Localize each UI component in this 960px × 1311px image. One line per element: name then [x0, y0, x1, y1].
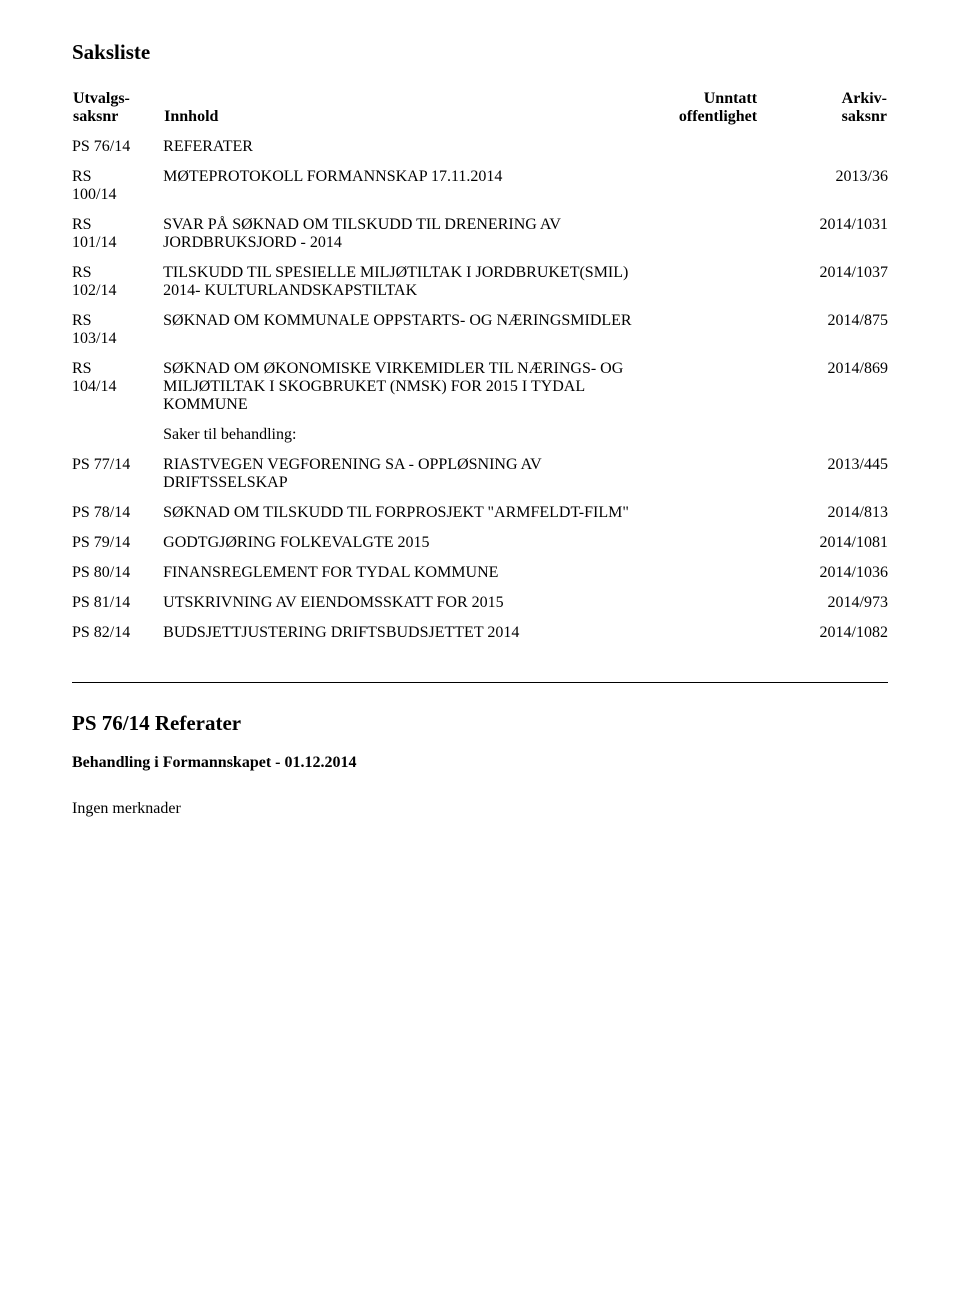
cell-unntatt [637, 618, 777, 648]
cell-unntatt [637, 528, 777, 558]
table-row: PS 76/14REFERATER [72, 132, 888, 162]
table-row: PS 78/14SØKNAD OM TILSKUDD TIL FORPROSJE… [72, 498, 888, 528]
col-header-utvalgssaksnr: Utvalgs- saksnr [72, 89, 163, 132]
cell-saksnr: PS 80/14 [72, 558, 163, 588]
table-row: PS 79/14GODTGJØRING FOLKEVALGTE 2015 2014… [72, 528, 888, 558]
table-row: PS 80/14FINANSREGLEMENT FOR TYDAL KOMMUN… [72, 558, 888, 588]
cell-unntatt [637, 450, 777, 498]
section-divider [72, 682, 888, 683]
cell-innhold: MØTEPROTOKOLL FORMANNSKAP 17.11.2014 [163, 162, 637, 210]
cell-arkiv: 2014/1082 [777, 618, 888, 648]
cell-arkiv: 2013/445 [777, 450, 888, 498]
cell-innhold: SVAR PÅ SØKNAD OM TILSKUDD TIL DRENERING… [163, 210, 637, 258]
cell-saksnr: PS 81/14 [72, 588, 163, 618]
cell-innhold: SØKNAD OM KOMMUNALE OPPSTARTS- OG NÆRING… [163, 306, 637, 354]
cell-unntatt [637, 354, 777, 420]
cell-unntatt [637, 498, 777, 528]
cell-innhold: TILSKUDD TIL SPESIELLE MILJØTILTAK I JOR… [163, 258, 637, 306]
cell-arkiv: 2014/1037 [777, 258, 888, 306]
cell-innhold: SØKNAD OM ØKONOMISKE VIRKEMIDLER TIL NÆR… [163, 354, 637, 420]
saksliste-table: Utvalgs- saksnr Innhold Unntatt offentli… [72, 89, 888, 648]
table-row: PS 77/14RIASTVEGEN VEGFORENING SA - OPPL… [72, 450, 888, 498]
table-body-top: PS 76/14REFERATERRS 100/14MØTEPROTOKOLL … [72, 132, 888, 420]
cell-arkiv [777, 132, 888, 162]
cell-saksnr: RS 103/14 [72, 306, 163, 354]
col-header-unntatt: Unntatt offentlighet [637, 89, 777, 132]
cell-unntatt [637, 306, 777, 354]
cell-arkiv: 2013/36 [777, 162, 888, 210]
table-row: PS 81/14UTSKRIVNING AV EIENDOMSSKATT FOR… [72, 588, 888, 618]
col-header-innhold: Innhold [163, 89, 637, 132]
cell-innhold: GODTGJØRING FOLKEVALGTE 2015 [163, 528, 637, 558]
cell-saksnr: PS 82/14 [72, 618, 163, 648]
cell-unntatt [637, 210, 777, 258]
table-row: RS 100/14MØTEPROTOKOLL FORMANNSKAP 17.11… [72, 162, 888, 210]
cell-saksnr: RS 101/14 [72, 210, 163, 258]
page-title: Saksliste [72, 40, 888, 65]
table-header: Utvalgs- saksnr Innhold Unntatt offentli… [72, 89, 888, 132]
table-row: RS 103/14SØKNAD OM KOMMUNALE OPPSTARTS- … [72, 306, 888, 354]
cell-saksnr: PS 79/14 [72, 528, 163, 558]
cell-arkiv: 2014/1031 [777, 210, 888, 258]
cell-arkiv: 2014/973 [777, 588, 888, 618]
cell-unntatt [637, 588, 777, 618]
cell-arkiv: 2014/1081 [777, 528, 888, 558]
cell-saksnr: RS 100/14 [72, 162, 163, 210]
cell-arkiv: 2014/813 [777, 498, 888, 528]
cell-saksnr: PS 76/14 [72, 132, 163, 162]
cell-innhold: FINANSREGLEMENT FOR TYDAL KOMMUNE [163, 558, 637, 588]
page: Saksliste Utvalgs- saksnr Innhold Unntat… [0, 0, 960, 1311]
table-body-sublabel: Saker til behandling: [72, 420, 888, 450]
cell-unntatt [637, 558, 777, 588]
table-row: RS 104/14SØKNAD OM ØKONOMISKE VIRKEMIDLE… [72, 354, 888, 420]
table-body-bottom: PS 77/14RIASTVEGEN VEGFORENING SA - OPPL… [72, 450, 888, 648]
table-row: PS 82/14BUDSJETTJUSTERING DRIFTSBUDSJETT… [72, 618, 888, 648]
cell-arkiv: 2014/869 [777, 354, 888, 420]
cell-saksnr: RS 104/14 [72, 354, 163, 420]
cell-saksnr: PS 78/14 [72, 498, 163, 528]
cell-innhold: SØKNAD OM TILSKUDD TIL FORPROSJEKT "ARMF… [163, 498, 637, 528]
sub-label: Saker til behandling: [163, 420, 637, 450]
cell-saksnr: PS 77/14 [72, 450, 163, 498]
cell-unntatt [637, 162, 777, 210]
cell-saksnr: RS 102/14 [72, 258, 163, 306]
table-row: RS 101/14SVAR PÅ SØKNAD OM TILSKUDD TIL … [72, 210, 888, 258]
table-row: RS 102/14TILSKUDD TIL SPESIELLE MILJØTIL… [72, 258, 888, 306]
section-body: Ingen merknader [72, 800, 888, 818]
cell-innhold: REFERATER [163, 132, 637, 162]
cell-unntatt [637, 258, 777, 306]
cell-unntatt [637, 132, 777, 162]
cell-arkiv: 2014/1036 [777, 558, 888, 588]
cell-innhold: RIASTVEGEN VEGFORENING SA - OPPLØSNING A… [163, 450, 637, 498]
cell-arkiv: 2014/875 [777, 306, 888, 354]
cell-innhold: UTSKRIVNING AV EIENDOMSSKATT FOR 2015 [163, 588, 637, 618]
col-header-arkiv: Arkiv- saksnr [777, 89, 888, 132]
behandling-line: Behandling i Formannskapet - 01.12.2014 [72, 754, 888, 772]
section-title: PS 76/14 Referater [72, 711, 888, 736]
cell-innhold: BUDSJETTJUSTERING DRIFTSBUDSJETTET 2014 [163, 618, 637, 648]
